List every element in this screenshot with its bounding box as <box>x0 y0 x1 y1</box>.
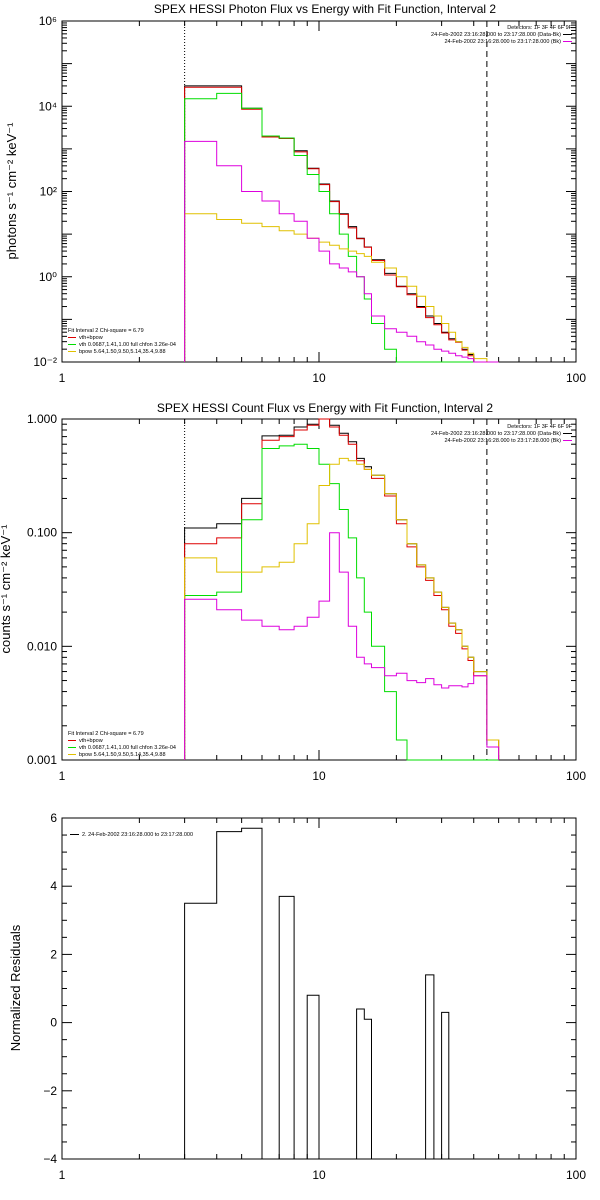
x-tick-label: 100 <box>566 1168 586 1182</box>
series-1-1-line <box>184 418 500 760</box>
legend-bpow: bpow 5.64,1.50,9.50,5.14,35.4,9.88 <box>79 752 166 758</box>
series-0-1-line <box>184 86 499 363</box>
legend-vth: vth 0.0687,1.41,1.00 full chfon 3.26e-04 <box>79 342 176 348</box>
y-tick-label: 0.010 <box>27 639 57 653</box>
y-tick-label: −2 <box>43 1084 57 1098</box>
legend-detectors: Detectors: 1F 3F 4F 6F 9F <box>507 424 572 430</box>
y-tick-label: 10⁻² <box>33 355 57 369</box>
y-tick-label: 10⁴ <box>38 99 57 113</box>
count-flux-frame <box>61 418 577 761</box>
y-tick-label: 10⁰ <box>39 270 57 284</box>
count-flux-ylabel: counts s⁻¹ cm⁻² keV⁻¹ <box>0 524 13 654</box>
y-tick-label: 10² <box>40 185 57 199</box>
photon-flux-ylabel: photons s⁻¹ cm⁻² keV⁻¹ <box>4 122 19 260</box>
legend-data-bk: 24-Feb-2002 23:16:28.000 to 23:17:28.000… <box>431 431 561 437</box>
x-tick-label: 10 <box>312 769 326 783</box>
photon-flux-legend-bl: Fit Interval 2 Chi-square = 6.79 vth+bpo… <box>68 328 176 355</box>
legend-bk: 24-Feb-2002 23:16:28.000 to 23:17:28.000… <box>444 39 561 45</box>
y-tick-label: 6 <box>50 811 57 825</box>
legend-fit-interval: Fit Interval 2 Chi-square = 6.79 <box>68 731 144 737</box>
count-flux-legend-tr: Detectors: 1F 3F 4F 6F 9F 24-Feb-2002 23… <box>431 424 573 444</box>
count-flux-title: SPEX HESSI Count Flux vs Energy with Fit… <box>157 401 493 415</box>
series-0-2-line <box>184 92 499 363</box>
y-tick-label: 4 <box>50 879 57 893</box>
legend-data-bk: 24-Feb-2002 23:16:28.000 to 23:17:28.000… <box>431 32 561 38</box>
residuals-ylabel: Normalized Residuals <box>8 924 23 1051</box>
x-tick-label: 10 <box>312 1168 326 1182</box>
y-tick-label: −4 <box>43 1152 57 1166</box>
photon-flux-title: SPEX HESSI Photon Flux vs Energy with Fi… <box>154 2 496 16</box>
series-2-0-line <box>184 827 487 1160</box>
series-1-0-line <box>184 418 500 760</box>
legend-detectors: Detectors: 1F 3F 4F 6F 9F <box>507 25 572 31</box>
y-tick-label: 0.001 <box>27 753 57 767</box>
x-tick-label: 1 <box>59 1168 66 1182</box>
legend-bk: 24-Feb-2002 23:16:28.000 to 23:17:28.000… <box>444 438 561 444</box>
y-tick-label: 0.100 <box>27 526 57 540</box>
residuals-legend: 2. 24-Feb-2002 23:16:28.000 to 23:17:28.… <box>82 832 193 838</box>
y-tick-label: 10⁶ <box>39 14 57 28</box>
count-flux-legend-bl: Fit Interval 2 Chi-square = 6.79 vth+bpo… <box>68 731 176 758</box>
photon-flux-vlines <box>184 21 488 362</box>
legend-vth: vth 0.0687,1.41,1.00 full chfon 3.26e-04 <box>79 745 176 751</box>
legend-fit-interval: Fit Interval 2 Chi-square = 6.79 <box>68 328 144 334</box>
series-1-2-line <box>184 443 499 761</box>
series-1-3-line <box>184 457 500 760</box>
count-flux-vlines <box>184 419 488 760</box>
x-tick-label: 100 <box>566 769 586 783</box>
legend-vth-bpow: vth+bpow <box>79 738 103 744</box>
count-flux-series <box>184 418 500 761</box>
x-tick-label: 10 <box>312 371 326 385</box>
series-0-3-line <box>184 213 499 363</box>
y-tick-label: 0 <box>50 1016 57 1030</box>
residuals-ticks: 1 10 100 −4 −2 0 2 4 6 <box>43 811 586 1182</box>
series-1-4-line <box>184 532 500 760</box>
count-flux-ticks: 1 10 100 0.001 0.010 0.100 1.000 <box>27 412 586 783</box>
legend-vth-bpow: vth+bpow <box>79 335 103 341</box>
count-flux-panel: SPEX HESSI Count Flux vs Energy with Fit… <box>0 401 586 783</box>
y-tick-label: 2 <box>50 947 57 961</box>
x-tick-label: 100 <box>566 371 586 385</box>
residuals-panel: Normalized Residuals 1 10 100 −4 −2 0 2 4 6 2. 2… <box>8 811 586 1182</box>
photon-flux-series <box>184 85 499 363</box>
x-tick-label: 1 <box>59 371 66 385</box>
residuals-series <box>184 827 487 1160</box>
y-tick-label: 1.000 <box>27 412 57 426</box>
photon-flux-legend-tr: Detectors: 1F 3F 4F 6F 9F 24-Feb-2002 23… <box>431 25 573 45</box>
photon-flux-panel: SPEX HESSI Photon Flux vs Energy with Fi… <box>4 2 586 385</box>
series-0-4-line <box>184 140 499 363</box>
photon-flux-ticks: 1 10 100 10⁻² 10⁰ 10² 10⁴ 10⁶ <box>33 14 586 385</box>
legend-bpow: bpow 5.64,1.50,9.50,5.14,35.4,9.88 <box>79 349 166 355</box>
x-tick-label: 1 <box>59 769 66 783</box>
series-0-0-line <box>184 85 499 363</box>
